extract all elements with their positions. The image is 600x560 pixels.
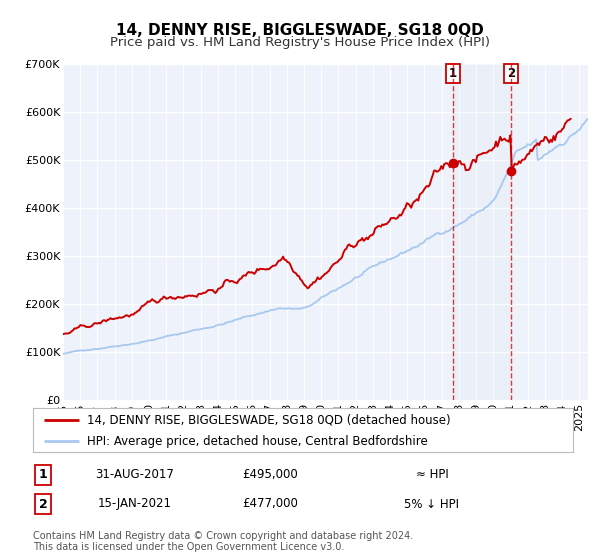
Text: HPI: Average price, detached house, Central Bedfordshire: HPI: Average price, detached house, Cent… bbox=[87, 435, 428, 448]
Text: £477,000: £477,000 bbox=[242, 497, 298, 511]
Text: 1: 1 bbox=[39, 468, 47, 482]
Text: 14, DENNY RISE, BIGGLESWADE, SG18 0QD: 14, DENNY RISE, BIGGLESWADE, SG18 0QD bbox=[116, 23, 484, 38]
Text: Contains HM Land Registry data © Crown copyright and database right 2024.
This d: Contains HM Land Registry data © Crown c… bbox=[33, 531, 413, 553]
Text: 1: 1 bbox=[449, 67, 457, 80]
Text: Price paid vs. HM Land Registry's House Price Index (HPI): Price paid vs. HM Land Registry's House … bbox=[110, 36, 490, 49]
Text: 14, DENNY RISE, BIGGLESWADE, SG18 0QD (detached house): 14, DENNY RISE, BIGGLESWADE, SG18 0QD (d… bbox=[87, 413, 451, 426]
Text: 2: 2 bbox=[507, 67, 515, 80]
Text: 31-AUG-2017: 31-AUG-2017 bbox=[95, 468, 175, 482]
Text: ≈ HPI: ≈ HPI bbox=[416, 468, 448, 482]
Text: 15-JAN-2021: 15-JAN-2021 bbox=[98, 497, 172, 511]
Text: 5% ↓ HPI: 5% ↓ HPI bbox=[404, 497, 460, 511]
Text: 2: 2 bbox=[39, 497, 47, 511]
Text: £495,000: £495,000 bbox=[242, 468, 298, 482]
Bar bbox=[453, 64, 511, 400]
